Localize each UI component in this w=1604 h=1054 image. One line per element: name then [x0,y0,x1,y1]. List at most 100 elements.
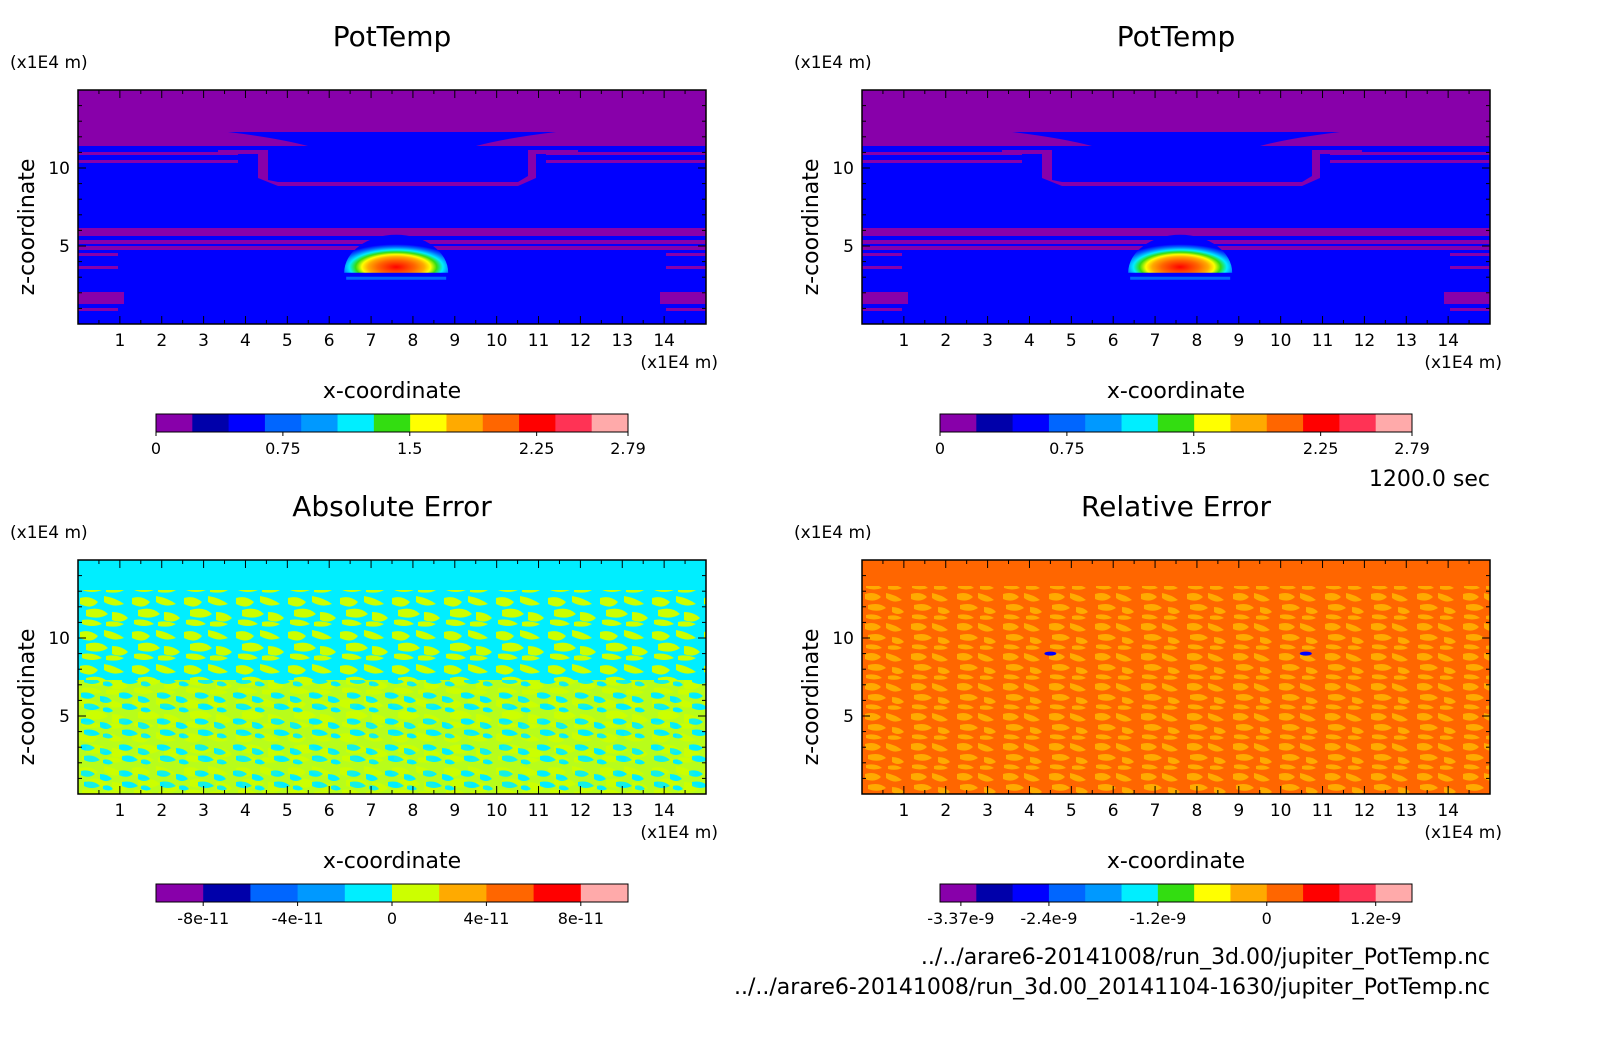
x-tick-label: 8 [408,801,419,821]
x-tick-label: 6 [324,801,335,821]
x-tick-label: 4 [1024,801,1035,821]
colorbar-swatch [1194,414,1231,432]
colorbar-swatch [1012,414,1050,432]
lower-block [862,292,908,304]
layer-stripe [862,160,1022,163]
y-axis-title: z-coordinate [799,159,824,296]
colorbar-swatch [580,884,629,902]
colorbar-swatch [439,884,487,902]
x-tick-label: 8 [1192,331,1203,351]
x-tick-label: 6 [1108,331,1119,351]
x-tick-label: 1 [114,801,125,821]
layer-band [1260,132,1490,146]
x-tick-label: 6 [324,331,335,351]
chart-title: PotTemp [333,20,452,53]
colorbar-swatch [1121,414,1159,432]
x-axis-title: x-coordinate [1107,849,1245,874]
layer-stripe [1330,160,1490,163]
x-axis-title: x-coordinate [323,849,461,874]
x-tick-label: 13 [611,331,633,351]
layer-stripe [546,152,706,155]
x-tick-label: 7 [1150,801,1161,821]
chart-panel-1: PotTemp (x1E4 m) (x1E4 m) x-coordinate z-coo… [10,20,718,458]
colorbar-swatch [410,414,447,432]
colorbar-swatch [1085,884,1123,902]
colorbar-label: -2.4e-9 [1020,909,1077,928]
x-tick-label: 9 [449,801,460,821]
x-tick-label: 5 [282,801,293,821]
colorbar-label: 0.75 [1049,439,1085,458]
colorbar-swatch [519,414,556,432]
x-unit-label: (x1E4 m) [640,823,718,843]
x-tick-label: 9 [1233,331,1244,351]
mid-stripe [862,266,902,269]
lower-block [666,308,706,311]
colorbar: -8e-11 -4e-11 0 4e-11 8e-11 [155,883,629,928]
colorbar-swatch [1085,414,1123,432]
colorbar-swatch [1048,414,1086,432]
colorbar-label: -3.37e-9 [927,909,994,928]
x-tick-label: 13 [1395,331,1417,351]
error-spot [1044,651,1057,656]
colorbar-swatch [1157,884,1195,902]
x-tick-label: 4 [1024,331,1035,351]
colorbar: 0 0.75 1.5 2.25 2.79 [935,413,1430,458]
y-axis-title: z-coordinate [15,629,40,766]
error-field-lower [78,680,706,794]
x-tick-label: 11 [1312,801,1334,821]
colorbar-swatch [1048,884,1086,902]
x-tick-label: 6 [1108,801,1119,821]
thermal-bubble [1128,234,1233,273]
y-tick-label: 10 [832,159,854,179]
colorbar-swatch [203,884,251,902]
x-tick-label: 2 [940,331,951,351]
colorbar-swatch [344,884,393,902]
colorbar-swatch [1339,884,1377,902]
mid-stripe [78,232,706,236]
x-unit-label: (x1E4 m) [1424,353,1502,373]
x-tick-label: 11 [1312,331,1334,351]
x-tick-label: 10 [486,801,508,821]
x-tick-label: 14 [653,331,675,351]
plot-field [862,90,1490,324]
mid-stripe [78,228,706,232]
x-tick-label: 11 [528,331,550,351]
y-tick-label: 5 [843,707,854,727]
colorbar-label: -1.2e-9 [1129,909,1186,928]
upper-layer [78,90,706,132]
colorbar-swatch [940,414,977,432]
colorbar-label: 1.2e-9 [1350,909,1401,928]
layer-stripe [78,152,238,155]
colorbar-frame [939,413,1413,433]
lower-block [1444,292,1490,304]
mid-stripe [78,266,118,269]
colorbar-swatch [976,884,1014,902]
error-field-top [862,560,1490,586]
colorbar-swatch [1194,884,1231,902]
mid-stripe [862,228,1490,232]
colorbar-label: 0 [1262,909,1272,928]
colorbar-swatch [1266,414,1304,432]
x-tick-label: 2 [940,801,951,821]
x-tick-label: 5 [1066,801,1077,821]
x-tick-label: 3 [982,331,993,351]
x-tick-label: 10 [1270,331,1292,351]
colorbar-swatch [555,414,593,432]
x-tick-label: 1 [898,331,909,351]
colorbar-swatch [1266,884,1304,902]
colorbar-swatch [1339,414,1377,432]
x-tick-label: 9 [449,331,460,351]
x-tick-label: 7 [366,801,377,821]
colorbar-swatch [192,414,230,432]
colorbar-swatch [301,414,339,432]
y-axis-title: z-coordinate [15,159,40,296]
y-tick-label: 10 [48,629,70,649]
file-path-1: ../../arare6-20141008/run_3d.00/jupiter_… [921,945,1490,970]
layer-band [476,132,706,146]
y-tick-label: 5 [59,237,70,257]
x-tick-label: 3 [198,331,209,351]
colorbar-swatch [1121,884,1159,902]
x-tick-label: 4 [240,331,251,351]
colorbar-swatch [482,414,520,432]
